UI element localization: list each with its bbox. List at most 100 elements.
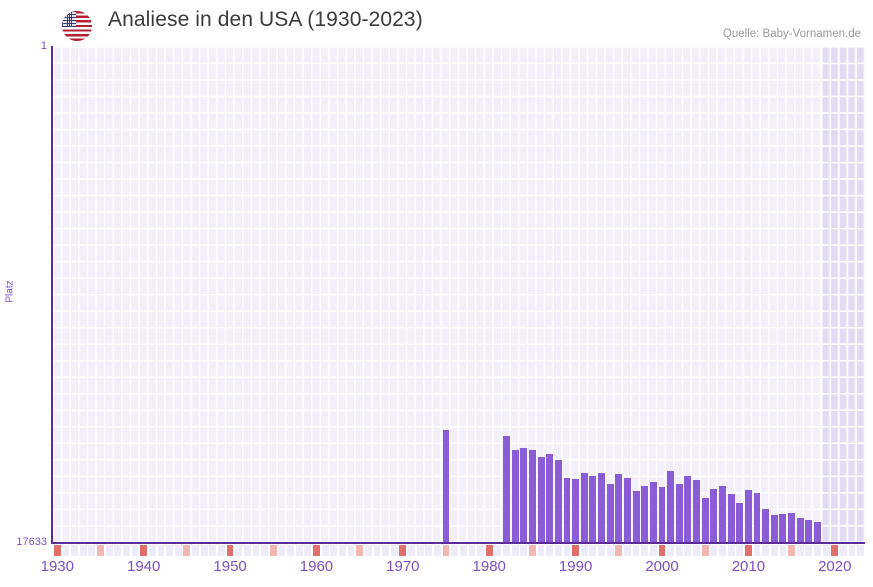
- flag-star: [69, 12, 72, 14]
- us-flag-icon: [62, 11, 92, 41]
- bar-2000: [658, 487, 666, 543]
- bar-1997: [632, 491, 640, 543]
- x-tick-label-1980: 1980: [472, 558, 506, 575]
- flag-star: [65, 21, 67, 23]
- bar-1988: [554, 459, 562, 543]
- bar-2014: [779, 513, 787, 543]
- flag-star: [72, 15, 74, 17]
- x-tick-1989: [563, 545, 571, 556]
- bar-1982: [503, 436, 510, 543]
- x-tick-1933: [79, 545, 87, 556]
- flag-star: [63, 15, 65, 17]
- x-tick-2011: [753, 545, 761, 556]
- x-tick-1986: [537, 545, 545, 556]
- bar-1991: [580, 473, 588, 543]
- x-tick-2007: [719, 545, 726, 556]
- x-axis-tick-labels: 1930 1940 1950 1960 1970 1980 1990 2000 2010 2020: [0, 558, 873, 582]
- flag-star: [74, 21, 76, 23]
- x-tick-1934: [88, 545, 96, 556]
- x-tick-1977: [459, 545, 467, 556]
- x-tick-1963: [338, 545, 346, 556]
- flag-star: [74, 18, 76, 20]
- flag-star: [67, 12, 70, 14]
- bar-2004: [693, 479, 700, 543]
- x-tick-1974: [433, 545, 441, 556]
- x-tick-2016: [796, 545, 804, 556]
- x-tick-1964: [347, 545, 355, 556]
- flag-star: [74, 15, 76, 17]
- x-tick-2006: [710, 545, 718, 556]
- flag-star: [63, 21, 65, 23]
- bar-2017: [805, 519, 813, 543]
- flag-star: [67, 15, 70, 17]
- flag-star: [72, 12, 74, 14]
- bar-1989: [563, 477, 571, 543]
- x-tick-1998: [641, 545, 649, 556]
- flag-star: [72, 24, 74, 26]
- flag-star: [74, 24, 76, 26]
- x-tick-2022: [848, 545, 856, 556]
- x-tick-1973: [425, 545, 433, 556]
- x-tick-1953: [252, 545, 260, 556]
- x-tick-1957: [287, 545, 294, 556]
- flag-star: [69, 18, 72, 20]
- x-tick-1979: [477, 545, 484, 556]
- x-tick-1935: [97, 545, 104, 556]
- x-tick-1943: [166, 545, 174, 556]
- x-tick-2008: [727, 545, 735, 556]
- flag-star: [67, 18, 70, 20]
- flag-star: [74, 12, 76, 14]
- x-tick-1960: [313, 545, 320, 556]
- bar-2015: [788, 512, 796, 543]
- bar-1975: [442, 429, 450, 543]
- x-tick-2004: [693, 545, 700, 556]
- x-tick-2002: [675, 545, 683, 556]
- x-tick-2001: [667, 545, 675, 556]
- x-tick-label-1930: 1930: [40, 558, 74, 575]
- flag-star: [63, 24, 65, 26]
- plot-area: [53, 47, 865, 543]
- x-tick-1972: [416, 545, 424, 556]
- x-tick-1940: [140, 545, 148, 556]
- bar-1994: [606, 483, 614, 543]
- flag-star: [65, 18, 67, 20]
- x-tick-2014: [779, 545, 787, 556]
- x-axis-tick-strip: [53, 545, 865, 556]
- x-tick-1966: [364, 545, 372, 556]
- bar-2005: [701, 497, 709, 543]
- x-tick-1996: [624, 545, 631, 556]
- x-tick-label-1940: 1940: [127, 558, 161, 575]
- x-tick-1938: [123, 545, 130, 556]
- shaded-band-grid-lines: [820, 47, 865, 543]
- bar-1993: [598, 473, 605, 543]
- x-tick-1975: [442, 545, 450, 556]
- x-tick-1993: [598, 545, 605, 556]
- source-label: Quelle: Baby-Vornamen.de: [722, 28, 861, 40]
- x-tick-1984: [520, 545, 528, 556]
- bar-1984: [520, 448, 528, 543]
- y-axis-top-tick-label: 1: [40, 40, 47, 52]
- bar-2010: [744, 490, 752, 543]
- x-tick-1978: [468, 545, 476, 556]
- x-tick-2013: [770, 545, 778, 556]
- x-tick-1937: [114, 545, 122, 556]
- x-tick-2010: [744, 545, 752, 556]
- bar-2013: [770, 514, 778, 543]
- x-tick-label-1990: 1990: [558, 558, 593, 575]
- bar-2006: [710, 488, 718, 543]
- flag-star: [69, 15, 72, 17]
- x-tick-1944: [174, 545, 182, 556]
- bar-1995: [615, 474, 623, 543]
- x-tick-1987: [546, 545, 554, 556]
- bar-1990: [572, 478, 580, 543]
- flag-star: [72, 21, 74, 23]
- flag-star: [69, 21, 72, 23]
- x-tick-1945: [183, 545, 191, 556]
- x-tick-1931: [62, 545, 70, 556]
- x-tick-1947: [200, 545, 208, 556]
- bar-2012: [762, 508, 770, 543]
- x-tick-1967: [373, 545, 381, 556]
- x-tick-1930: [53, 545, 61, 556]
- x-tick-1982: [503, 545, 510, 556]
- flag-star: [67, 21, 70, 23]
